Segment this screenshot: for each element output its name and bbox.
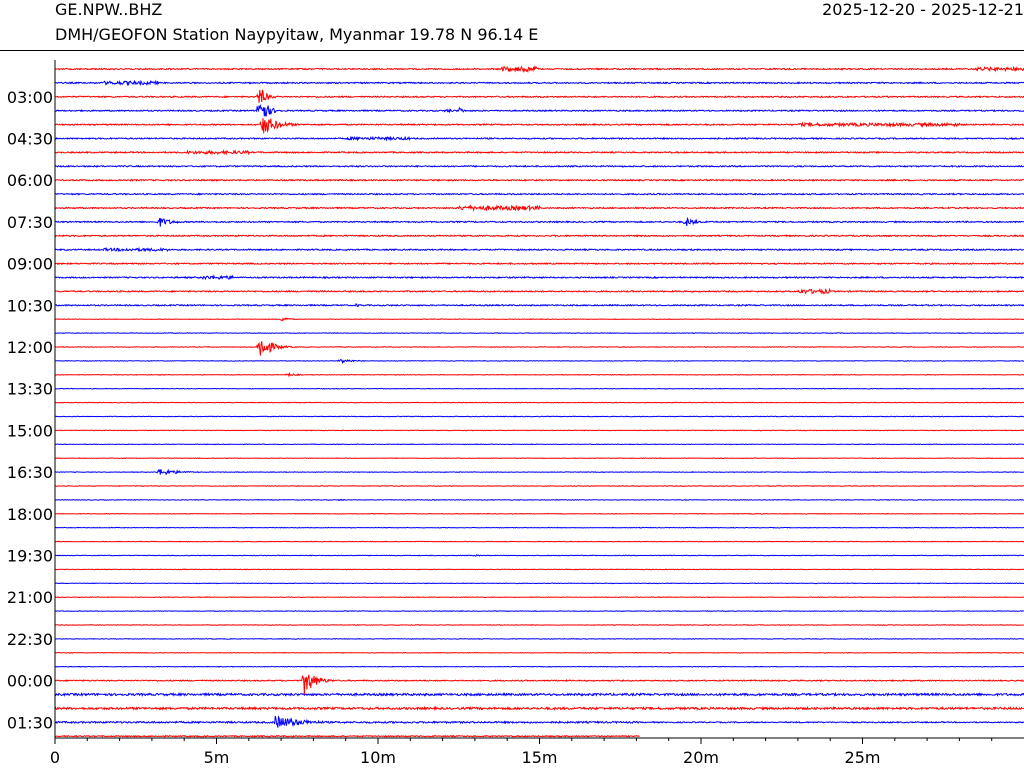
trace-line — [54, 387, 1024, 390]
y-axis: 03:00 04:30 06:00 07:30 09:00 10:30 12:00 13:30… — [7, 88, 53, 732]
y-tick-label: 10:30 — [7, 296, 53, 315]
header-rule — [0, 50, 1024, 51]
trace-line — [54, 457, 1024, 460]
trace-line — [54, 498, 1024, 502]
y-tick-label: 00:00 — [7, 672, 53, 691]
y-tick-label: 19:30 — [7, 547, 53, 566]
date-range: 2025-12-20 - 2025-12-21 — [822, 0, 1024, 19]
trace-line — [54, 715, 1024, 728]
station-description: DMH/GEOFON Station Naypyitaw, Myanmar 19… — [55, 25, 539, 44]
trace-line — [54, 149, 1024, 156]
trace-line — [54, 637, 1024, 640]
x-tick-label: 5m — [204, 748, 230, 767]
trace-line — [54, 705, 1024, 712]
y-tick-label: 18:00 — [7, 505, 53, 524]
y-tick-label: 16:30 — [7, 463, 53, 482]
trace-line — [54, 443, 1024, 446]
trace-line — [54, 79, 1024, 87]
trace-line — [54, 372, 1024, 378]
trace-line — [54, 303, 1024, 308]
trace-line — [54, 691, 1024, 697]
trace-group — [54, 64, 1024, 738]
trace-line — [55, 674, 1024, 695]
y-tick-label: 15:00 — [7, 421, 53, 440]
trace-line — [54, 429, 1024, 432]
trace-line — [54, 415, 1024, 418]
y-tick-label: 03:00 — [7, 88, 53, 107]
trace-line — [54, 262, 1024, 266]
trace-line — [54, 287, 1024, 295]
trace-line — [54, 64, 1024, 73]
trace-line — [54, 164, 1024, 168]
y-tick-label: 04:30 — [7, 130, 53, 149]
trace-line — [54, 192, 1024, 196]
x-tick-label: 20m — [683, 748, 719, 767]
y-tick-label: 22:30 — [7, 630, 53, 649]
trace-line — [54, 332, 1024, 335]
trace-line — [54, 540, 1024, 543]
trace-line — [54, 734, 640, 738]
trace-line — [55, 665, 1024, 668]
trace-line — [54, 512, 1024, 515]
trace-line — [55, 468, 1024, 476]
y-tick-label: 12:00 — [7, 338, 53, 357]
trace-line — [54, 610, 1024, 613]
trace-line — [54, 526, 1024, 529]
x-tick-label: 25m — [845, 748, 881, 767]
trace-line — [54, 341, 1024, 356]
y-tick-label: 13:30 — [7, 380, 53, 399]
y-tick-label: 09:00 — [7, 255, 53, 274]
trace-line — [54, 596, 1024, 599]
trace-line — [55, 554, 1024, 557]
trace-line — [54, 234, 1024, 238]
y-tick-label: 01:30 — [7, 713, 53, 732]
trace-line — [54, 485, 1024, 487]
trace-line — [54, 178, 1024, 182]
trace-line — [55, 401, 1024, 404]
trace-line — [55, 582, 1024, 585]
trace-line — [54, 274, 1024, 281]
station-code: GE.NPW..BHZ — [55, 0, 163, 19]
trace-line — [54, 317, 1024, 322]
trace-line — [54, 135, 1024, 142]
trace-line — [54, 89, 1024, 103]
trace-line — [54, 246, 1024, 253]
trace-line — [54, 359, 1024, 365]
x-tick-label: 15m — [522, 748, 558, 767]
trace-line — [54, 118, 1024, 134]
y-tick-label: 07:30 — [7, 213, 53, 232]
y-tick-label: 06:00 — [7, 171, 53, 190]
trace-line — [54, 204, 1024, 212]
x-tick-label: 0 — [50, 748, 60, 767]
x-axis: 0 5m 10m 15m 20m 25m — [50, 60, 1024, 767]
trace-line — [55, 624, 1024, 626]
x-tick-label: 10m — [360, 748, 396, 767]
y-tick-label: 21:00 — [7, 588, 53, 607]
trace-line — [54, 568, 1024, 571]
trace-line — [54, 103, 1024, 117]
trace-line — [54, 651, 1024, 654]
trace-line — [54, 216, 1024, 227]
